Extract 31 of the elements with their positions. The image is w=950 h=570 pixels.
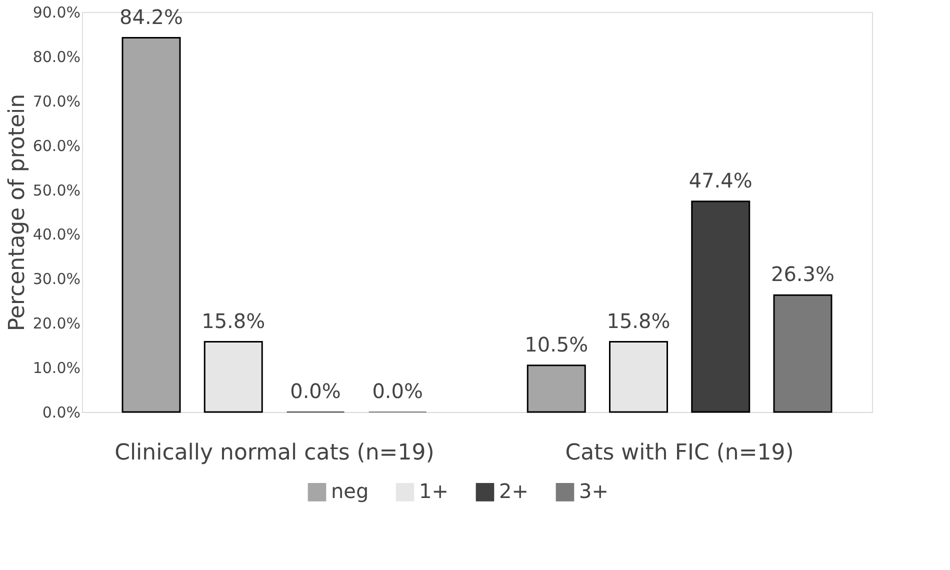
data-label: 0.0% bbox=[290, 379, 341, 403]
data-label: 0.0% bbox=[372, 379, 424, 403]
y-tick-label: 10.0% bbox=[32, 359, 80, 378]
data-label: 47.4% bbox=[688, 168, 752, 192]
y-tick-label: 30.0% bbox=[32, 270, 80, 288]
legend-label: 1+ bbox=[419, 479, 448, 504]
y-tick-label: 80.0% bbox=[32, 48, 80, 66]
data-label: 15.8% bbox=[606, 308, 670, 333]
bar bbox=[526, 364, 586, 413]
bar bbox=[122, 37, 181, 413]
y-tick-label: 20.0% bbox=[32, 314, 80, 333]
legend-label: neg bbox=[331, 479, 369, 504]
bar bbox=[691, 200, 750, 413]
y-tick-label: 0.0% bbox=[42, 404, 80, 422]
y-axis-title: Percentage of protein bbox=[4, 94, 30, 332]
legend-label: 2+ bbox=[499, 479, 528, 504]
y-tick-label: 90.0% bbox=[32, 4, 80, 22]
data-label: 84.2% bbox=[119, 4, 184, 29]
legend-label: 3+ bbox=[579, 479, 608, 504]
data-label: 15.8% bbox=[202, 308, 266, 333]
bar bbox=[773, 294, 832, 413]
x-tick-label: Cats with FIC (n=19) bbox=[565, 440, 794, 466]
y-tick-label: 60.0% bbox=[32, 136, 80, 155]
y-tick-label: 40.0% bbox=[32, 226, 80, 244]
y-tick-label: 70.0% bbox=[32, 92, 80, 110]
bar bbox=[204, 341, 263, 413]
data-label: 10.5% bbox=[524, 332, 588, 356]
y-tick-label: 50.0% bbox=[32, 181, 80, 200]
data-label: 26.3% bbox=[770, 262, 835, 286]
bar bbox=[609, 341, 668, 413]
x-tick-label: Clinically normal cats (n=19) bbox=[114, 440, 434, 466]
